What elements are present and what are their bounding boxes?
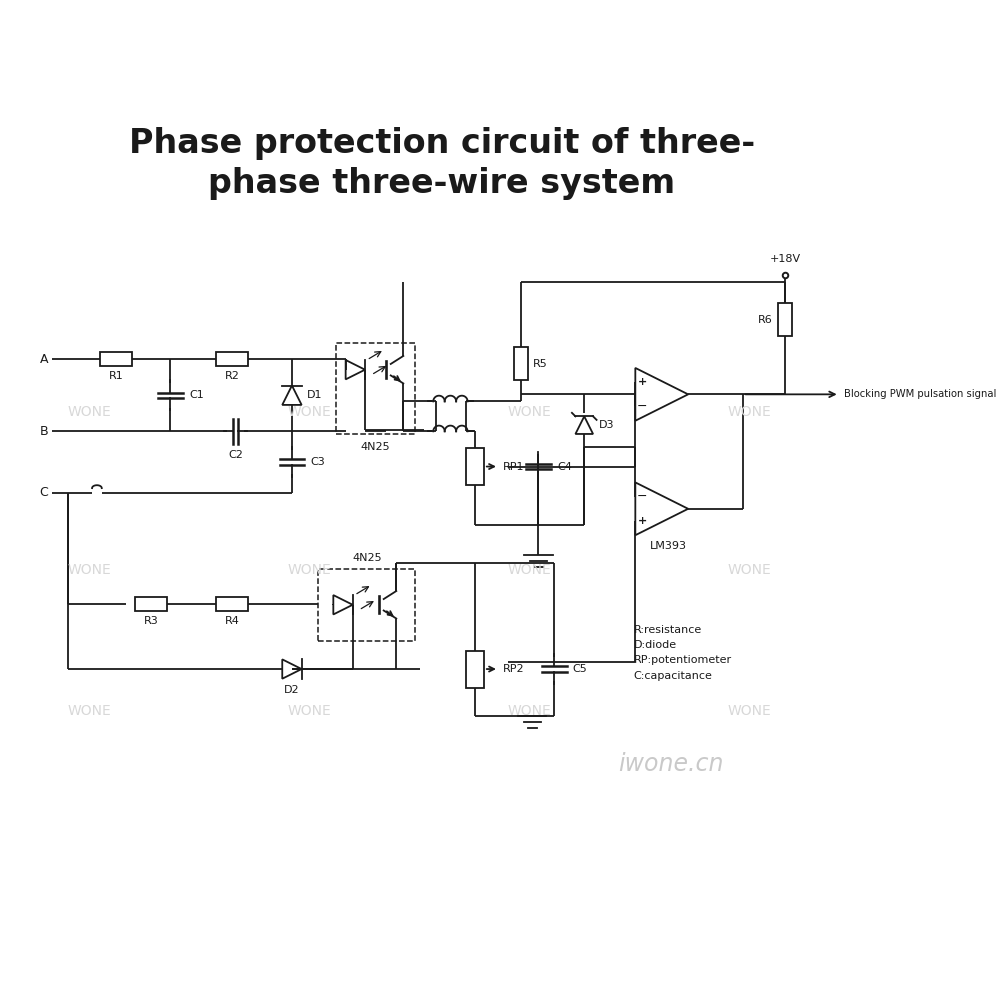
Text: −: − [637,490,648,503]
Text: WONE: WONE [288,563,331,577]
Text: WONE: WONE [508,704,552,718]
Text: WONE: WONE [728,405,772,419]
Text: R4: R4 [225,616,240,626]
Text: C3: C3 [310,457,325,467]
Text: WONE: WONE [68,563,111,577]
Text: −: − [637,400,648,413]
Text: LM393: LM393 [650,541,687,551]
Text: RP2: RP2 [503,664,525,674]
Bar [514,347,528,380]
Text: A: A [40,353,48,366]
Bar [216,352,248,366]
Text: R1: R1 [108,371,123,381]
Text: WONE: WONE [728,563,772,577]
Text: WONE: WONE [508,405,552,419]
Text: WONE: WONE [68,405,111,419]
Text: 4N25: 4N25 [352,553,382,563]
Bar [100,352,132,366]
Text: R:resistance
D:diode
RP:potentiometer
C:capacitance: R:resistance D:diode RP:potentiometer C:… [634,625,732,681]
Text: C1: C1 [189,390,204,400]
Bar [466,448,484,485]
Text: 4N25: 4N25 [361,442,390,452]
Text: R2: R2 [225,371,240,381]
Text: R6: R6 [758,315,773,325]
Text: C4: C4 [557,462,572,472]
Bar [216,597,248,611]
Text: C5: C5 [573,664,588,674]
Text: Phase protection circuit of three-
phase three-wire system: Phase protection circuit of three- phase… [129,127,755,200]
Text: WONE: WONE [288,405,331,419]
Text: WONE: WONE [68,704,111,718]
Text: R5: R5 [533,359,548,369]
Bar [336,343,415,434]
Text: R3: R3 [144,616,158,626]
Text: RP1: RP1 [503,462,525,472]
Text: iwone.cn: iwone.cn [618,752,723,776]
Text: WONE: WONE [508,563,552,577]
Text: WONE: WONE [288,704,331,718]
Bar [318,569,415,641]
Text: D3: D3 [599,420,615,430]
Text: D2: D2 [284,685,300,695]
Text: Blocking PWM pulsation signal: Blocking PWM pulsation signal [844,389,996,399]
Bar [466,651,484,688]
Text: C: C [39,486,48,499]
Text: D1: D1 [307,390,322,400]
Bar [778,303,792,336]
Text: +: + [638,516,647,526]
Text: B: B [39,425,48,438]
Text: +18V: +18V [769,254,801,264]
Text: C2: C2 [228,450,243,460]
Bar [135,597,167,611]
Text: WONE: WONE [728,704,772,718]
Text: +: + [638,377,647,387]
